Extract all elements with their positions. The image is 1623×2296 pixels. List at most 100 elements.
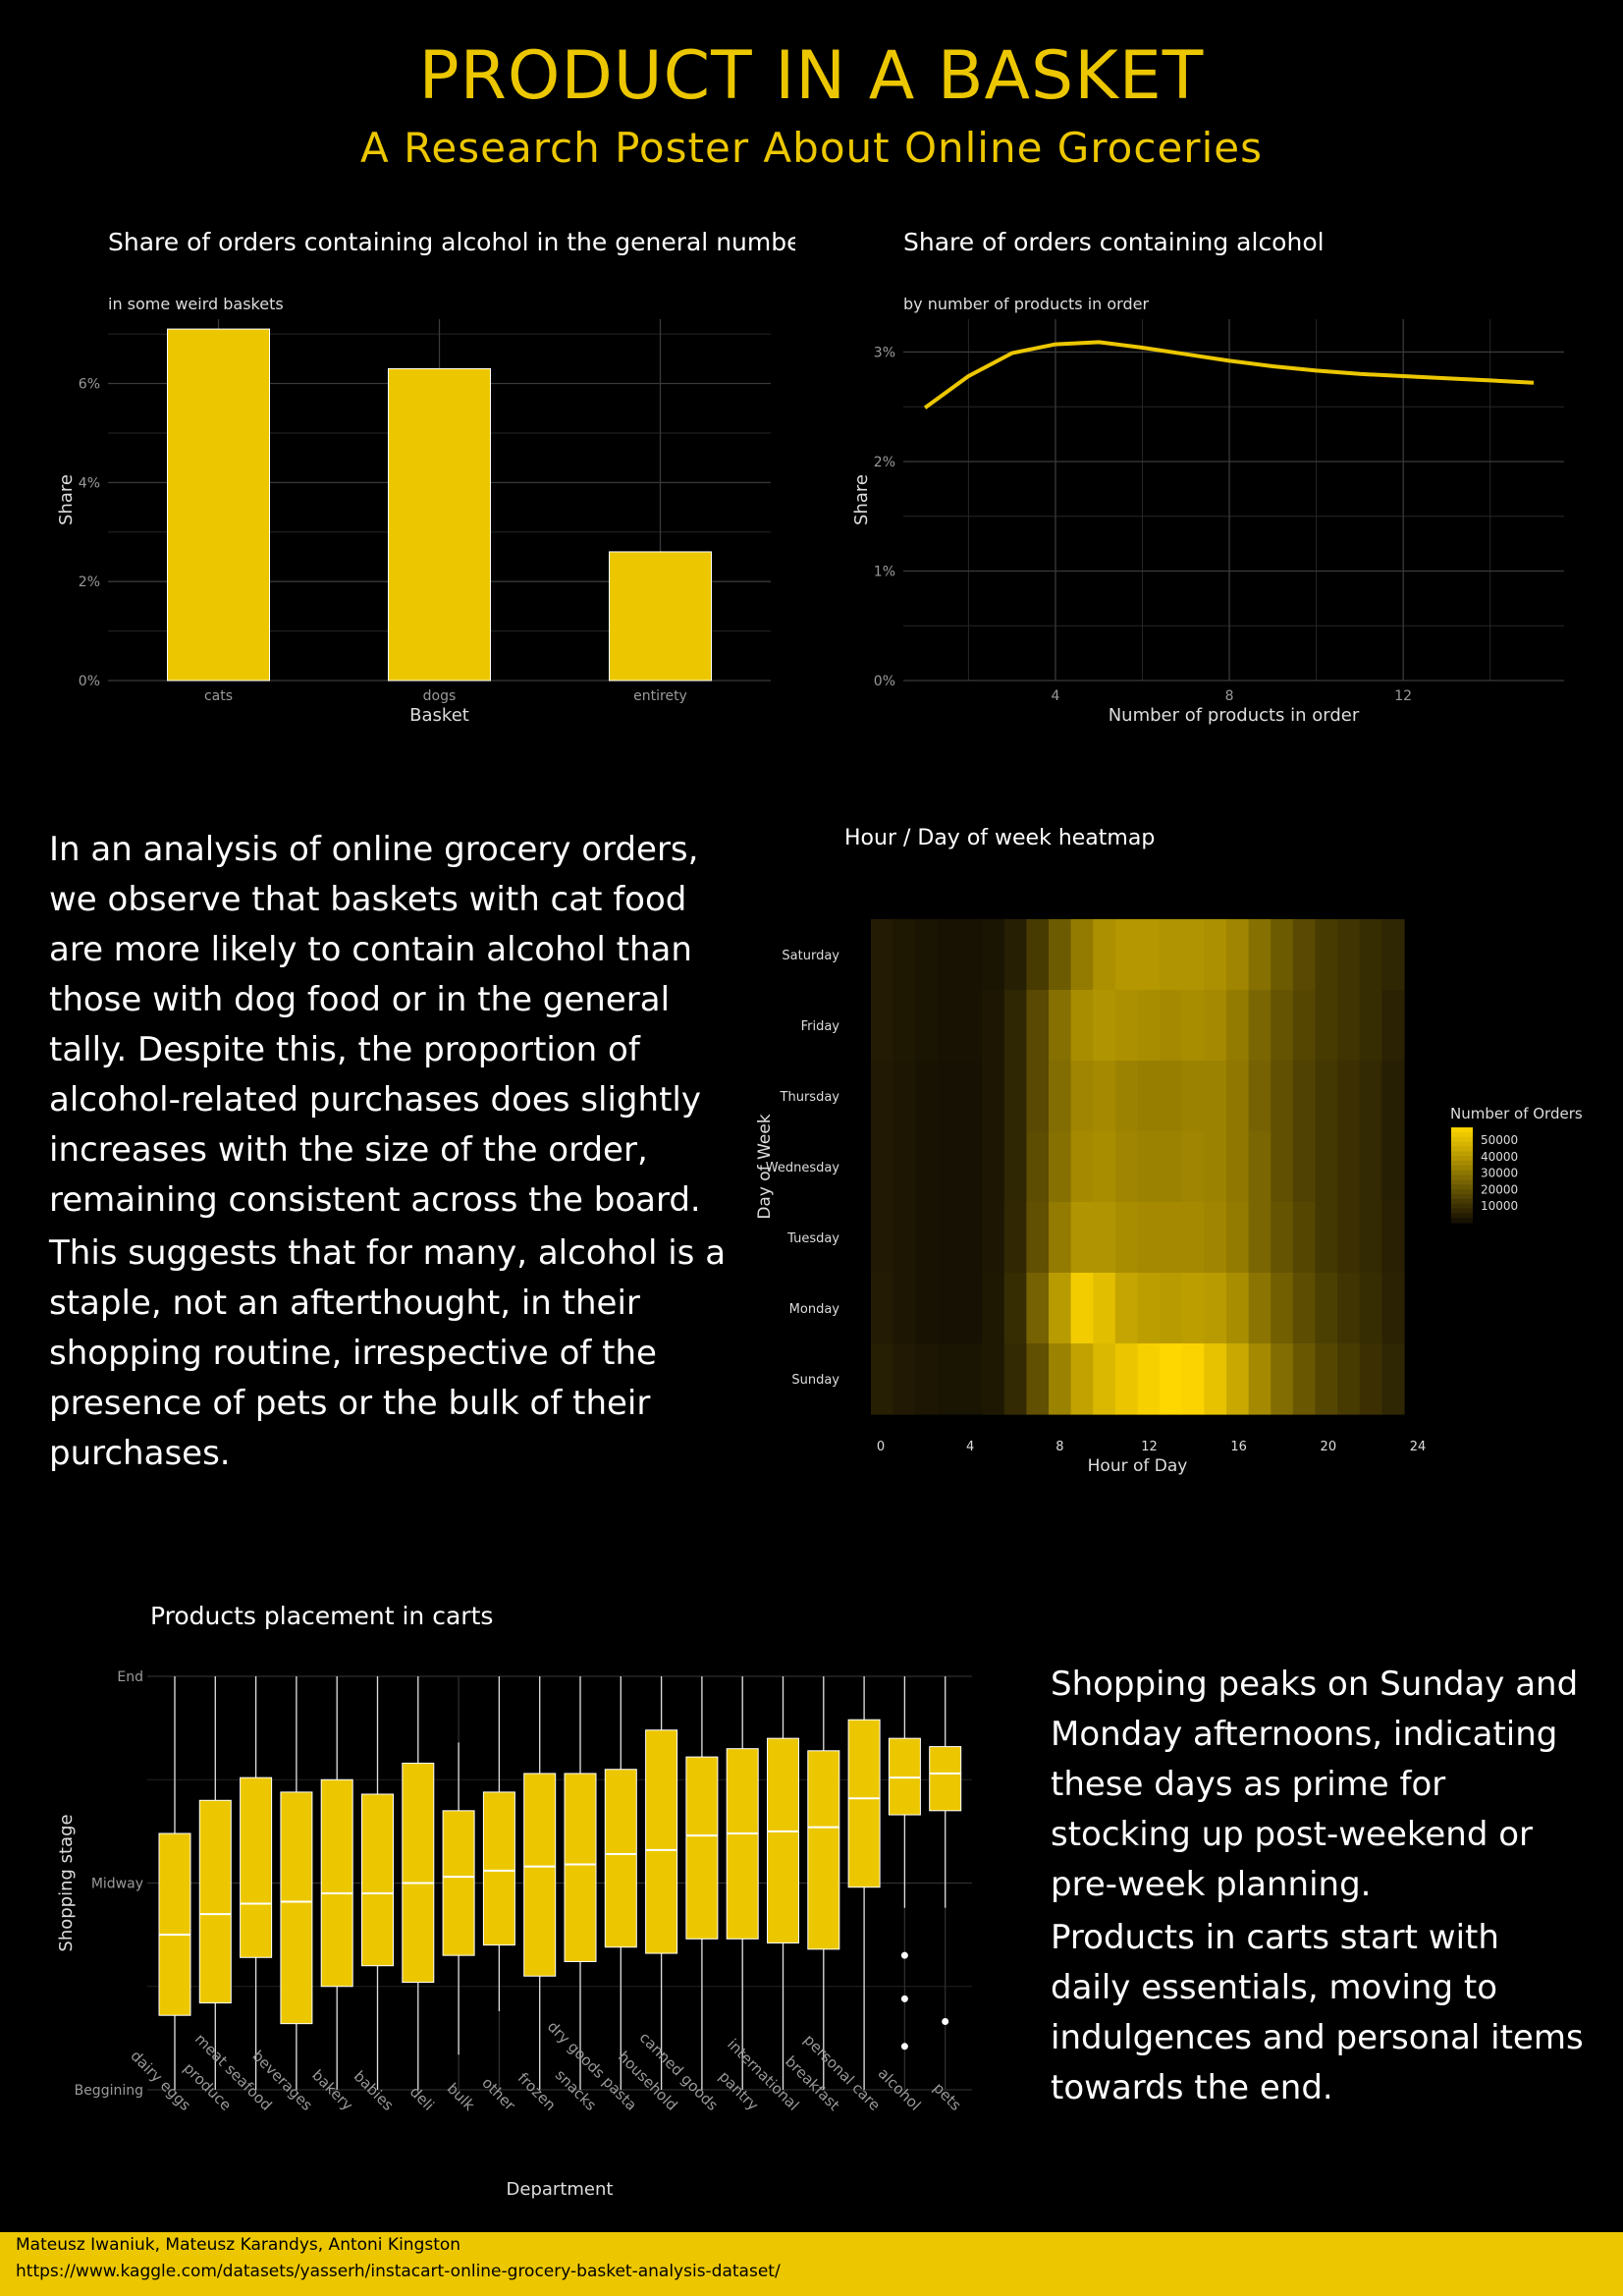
x-tick-label: 4 <box>1052 688 1060 704</box>
text-paragraph: Products in carts start with daily essen… <box>1051 1918 1584 2107</box>
x-tick-label: pets <box>930 2079 965 2114</box>
box <box>320 1778 353 1988</box>
box <box>280 1791 313 2025</box>
heatmap-cell <box>937 1343 961 1415</box>
x-tick-label: 0 <box>877 1440 885 1454</box>
heatmap-cell <box>871 1273 894 1344</box>
box <box>564 1773 597 1962</box>
legend-color-step <box>1451 1203 1473 1209</box>
heatmap-cell <box>1248 919 1271 991</box>
heatmap-cell <box>915 1061 939 1132</box>
heatmap-cell <box>871 1061 894 1132</box>
heatmap-cell <box>1204 919 1227 991</box>
heatmap-cell <box>1026 1343 1050 1415</box>
heatmap-cell <box>893 1131 916 1203</box>
heatmap-cell <box>982 990 1005 1062</box>
chart-title: Products placement in carts <box>150 1602 493 1630</box>
heatmap-cell <box>871 1343 894 1415</box>
heatmap-cell <box>937 1061 961 1132</box>
legend-tick-label: 20000 <box>1481 1182 1518 1196</box>
heatmap-cell <box>1204 1343 1227 1415</box>
heatmap-cell <box>915 1273 939 1344</box>
heatmap-cell <box>1137 1343 1161 1415</box>
x-tick-label: frozen <box>514 2069 560 2114</box>
legend-color-step <box>1451 1213 1473 1219</box>
x-tick-label: dogs <box>423 688 457 704</box>
box <box>888 1737 921 1816</box>
legend-color-step <box>1451 1218 1473 1224</box>
x-tick-label: 12 <box>1394 688 1412 704</box>
heatmap-cell <box>1114 919 1139 991</box>
legend-color-step <box>1451 1208 1473 1214</box>
y-axis-label: Shopping stage <box>56 1814 77 1951</box>
legend-title: Number of Orders <box>1450 1105 1583 1122</box>
heatmap-cell <box>1093 1343 1116 1415</box>
heatmap-cell <box>1003 990 1027 1062</box>
heatmap-cell <box>1359 990 1382 1062</box>
heatmap-cell <box>893 1273 916 1344</box>
heatmap-cell <box>1049 1131 1072 1203</box>
heatmap-cell <box>1292 1343 1317 1415</box>
x-tick-label: 12 <box>1141 1440 1158 1454</box>
heatmap-cell <box>1315 1061 1338 1132</box>
heatmap-cell <box>982 1273 1005 1344</box>
heatmap-cell <box>1315 1343 1338 1415</box>
heatmap-cell <box>1026 990 1050 1062</box>
heatmap-cell <box>1070 990 1094 1062</box>
heatmap-cell <box>1226 1131 1250 1203</box>
heatmap-cell <box>1248 1202 1271 1274</box>
heatmap-cell <box>1160 1343 1183 1415</box>
text-paragraph: Shopping peaks on Sunday and Monday afte… <box>1051 1665 1579 1904</box>
heatmap-cell <box>1160 1273 1183 1344</box>
y-tick-label: 3% <box>874 345 895 360</box>
box <box>929 1746 962 1812</box>
heatmap-cell <box>1381 1061 1405 1132</box>
heatmap-cell <box>1181 1061 1205 1132</box>
heatmap-cell <box>1114 1202 1139 1274</box>
legend-color-step <box>1451 1146 1473 1152</box>
footer-url[interactable]: https://www.kaggle.com/datasets/yasserh/… <box>16 2262 781 2281</box>
legend-color-step <box>1451 1198 1473 1205</box>
heatmap-cell <box>1292 919 1317 991</box>
heatmap-cell <box>871 1202 894 1274</box>
y-tick-label: Tuesday <box>786 1231 839 1246</box>
heatmap-cell <box>1315 990 1338 1062</box>
heatmap-cell <box>1381 919 1405 991</box>
heatmap-cell <box>915 1343 939 1415</box>
heatmap-cell <box>1381 1273 1405 1344</box>
x-axis-label: Number of products in order <box>1109 705 1360 726</box>
heatmap-cell <box>1292 1273 1317 1344</box>
heatmap-cell <box>1248 990 1271 1062</box>
legend-color-step <box>1451 1136 1473 1143</box>
x-tick-label: babies <box>351 2067 398 2114</box>
heatmap-cell <box>1093 919 1116 991</box>
x-tick-label: deli <box>406 2083 438 2114</box>
heatmap-cell <box>1137 1202 1161 1274</box>
heatmap-cell <box>1271 1061 1294 1132</box>
heatmap-cell <box>1093 1131 1116 1203</box>
legend-color-step <box>1451 1127 1473 1133</box>
box <box>442 1810 475 1956</box>
outlier-point <box>942 2018 949 2026</box>
heatmap-cell <box>1359 919 1382 991</box>
y-tick-label: 0% <box>79 674 100 689</box>
heatmap-cell <box>1181 919 1205 991</box>
heatmap-cell <box>1271 1131 1294 1203</box>
heatmap-cell <box>1337 1131 1361 1203</box>
y-tick-label: End <box>117 1669 143 1685</box>
legend-color-step <box>1451 1131 1473 1138</box>
poster-subtitle: A Research Poster About Online Groceries <box>360 124 1263 172</box>
footer-authors: Mateusz Iwaniuk, Mateusz Karandys, Anton… <box>16 2235 461 2255</box>
legend-color-step <box>1451 1189 1473 1195</box>
heatmap-cell <box>1003 1061 1027 1132</box>
heatmap-cell <box>1292 990 1317 1062</box>
legend-color-step <box>1451 1193 1473 1200</box>
box <box>685 1756 719 1940</box>
heatmap-cell <box>1093 990 1116 1062</box>
y-axis-label: Share <box>851 474 872 525</box>
heatmap-cell <box>1114 1343 1139 1415</box>
heatmap-cell <box>937 1131 961 1203</box>
legend-color-step <box>1451 1160 1473 1167</box>
heatmap-chart: Hour / Day of week heatmap Saturday Friday… <box>755 826 1583 1476</box>
heatmap-cell <box>1093 1061 1116 1132</box>
